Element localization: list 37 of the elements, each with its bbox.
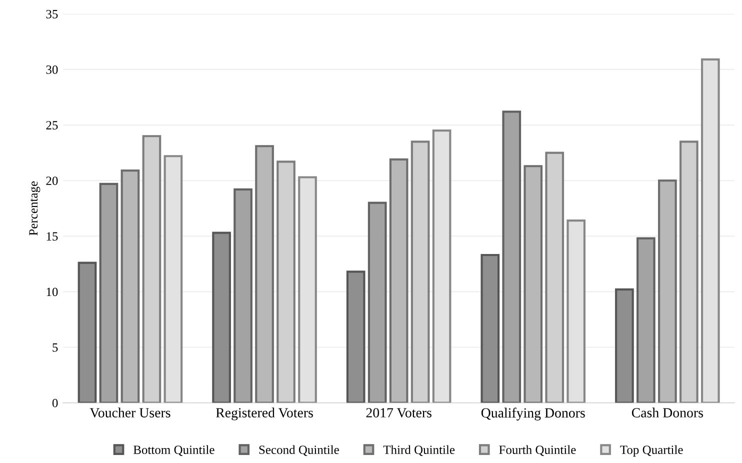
y-tick-label: 15 xyxy=(46,232,58,241)
x-tick-label: 2017 Voters xyxy=(366,408,432,418)
bar xyxy=(524,165,543,403)
bar xyxy=(99,182,118,403)
bar xyxy=(234,188,252,403)
legend-label: Top Quartile xyxy=(620,445,683,457)
y-tick-label: 20 xyxy=(46,176,58,186)
legend-label: Third Quintile xyxy=(383,445,455,456)
legend-label: Bottom Quintile xyxy=(134,445,214,456)
y-tick-label: 10 xyxy=(46,288,58,296)
y-tick-label: 5 xyxy=(52,343,58,352)
x-tick-label: Qualifying Donors xyxy=(481,408,585,420)
bar xyxy=(480,254,500,403)
bar xyxy=(410,140,430,403)
bar xyxy=(502,110,522,403)
bar xyxy=(346,270,366,403)
bar xyxy=(276,160,296,403)
y-axis-title: Percentage xyxy=(29,181,40,236)
y-tick-label: 30 xyxy=(46,65,58,74)
bar xyxy=(78,262,97,403)
x-tick-label: Cash Donors xyxy=(632,408,703,418)
y-tick-label: 35 xyxy=(46,10,58,18)
y-tick-label: 25 xyxy=(46,121,58,130)
bar xyxy=(679,140,698,403)
bar xyxy=(389,158,408,403)
bar xyxy=(120,170,140,403)
x-tick-label: Voucher Users xyxy=(90,408,170,418)
legend-label: Fourth Quintile xyxy=(499,445,576,456)
bar xyxy=(368,202,387,403)
bar xyxy=(212,232,231,403)
bar xyxy=(142,135,162,403)
bar xyxy=(255,145,274,403)
bar xyxy=(545,152,564,403)
bar xyxy=(658,180,677,403)
x-tick-label: Registered Voters xyxy=(216,408,313,420)
y-tick-label: 0 xyxy=(52,398,58,408)
legend-label: Second Quintile xyxy=(259,445,339,456)
